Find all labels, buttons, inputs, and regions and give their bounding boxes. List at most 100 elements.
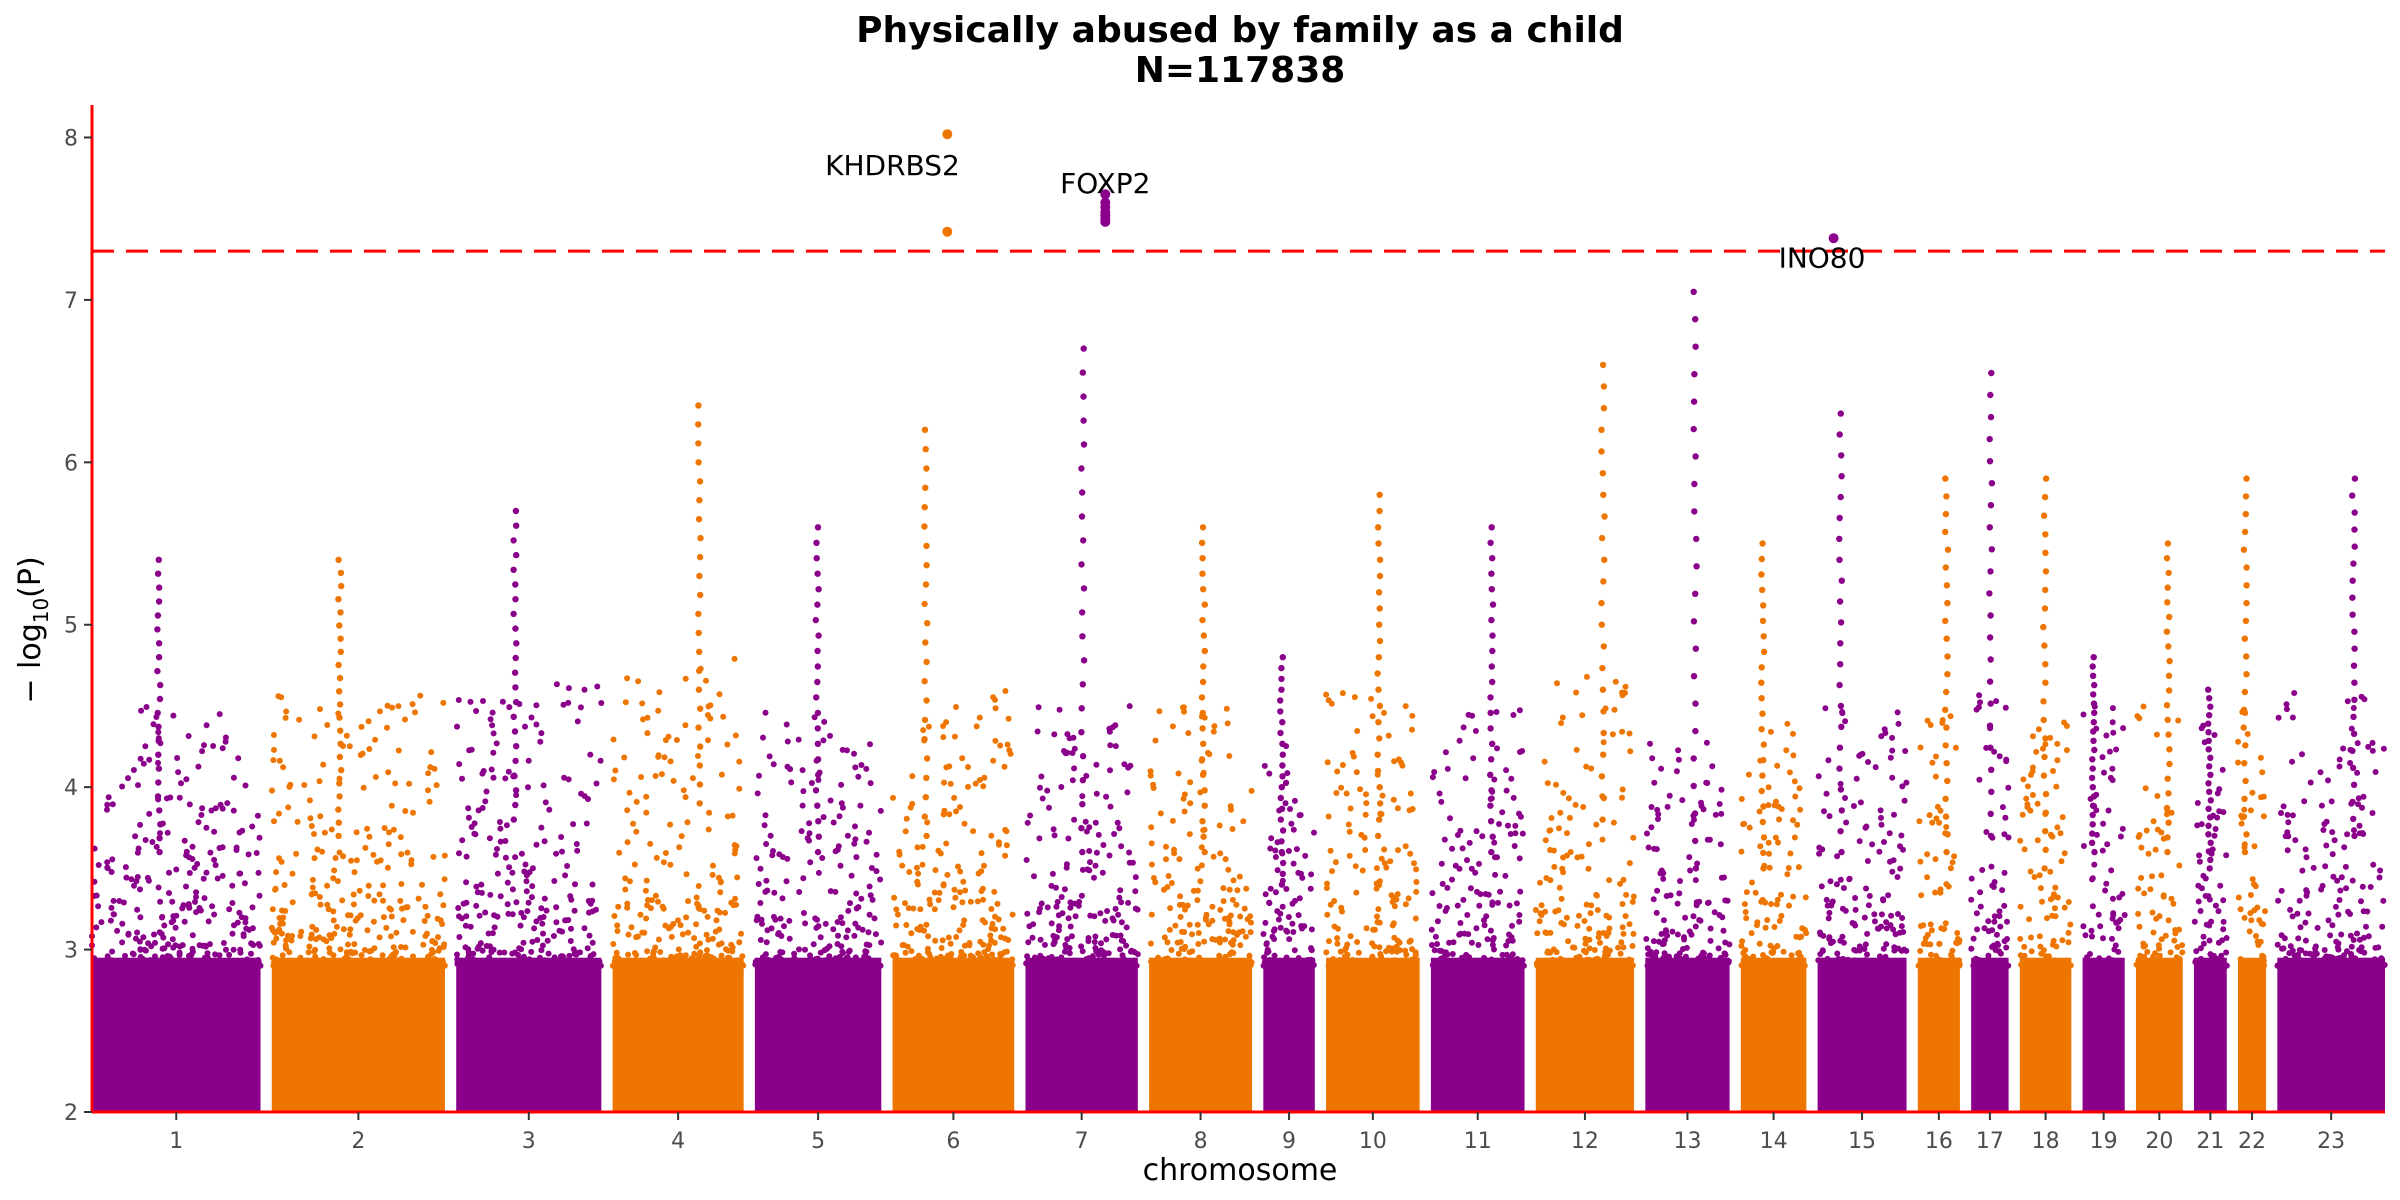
snp-point [1391,758,1398,765]
chromosome-10-points [1323,491,1420,1112]
snp-point [1327,901,1334,908]
snp-point [656,961,663,968]
snp-point [1760,865,1767,872]
snp-point [2109,935,2115,942]
snp-point [1506,902,1513,909]
snp-point [490,730,497,737]
snp-point [412,709,418,716]
snp-point [1186,921,1193,928]
snp-point [2005,784,2012,791]
snp-point [1237,942,1244,949]
snp-point [650,956,657,962]
snp-point [1645,951,1652,958]
snp-point [1547,827,1554,834]
snp-point [157,821,164,828]
snp-point [1836,535,1843,543]
snp-point [1000,962,1007,969]
snp-point [1385,944,1392,951]
snp-point [1558,895,1565,902]
snp-point [844,959,850,965]
snp-point [1447,815,1453,822]
snp-point [2165,731,2172,738]
snp-point [622,886,629,893]
snp-point [1287,806,1293,812]
snp-point [628,962,635,969]
snp-point [1285,848,1292,854]
snp-point [1838,962,1845,969]
snp-point [695,629,702,637]
snp-point [406,780,413,787]
snp-point [2207,839,2214,846]
snp-point [131,882,137,889]
snp-point [1988,766,1995,773]
snp-point [156,848,163,856]
snp-point [285,804,292,811]
snp-point [239,961,245,968]
snp-point [437,891,444,898]
snp-point [1599,470,1607,477]
snp-point [146,810,153,817]
snp-point [1438,860,1445,867]
snp-point [2369,739,2376,746]
snp-point [1039,795,1046,802]
snp-point [337,946,344,953]
snp-point [675,946,682,953]
snp-point [1823,896,1830,903]
snp-point [2120,725,2127,732]
snp-point [397,897,404,904]
snp-point [1606,947,1613,954]
snp-point [570,946,577,953]
snp-point [2141,890,2148,897]
snp-point [1431,947,1438,954]
snp-point [1488,848,1495,856]
snp-point [551,878,558,884]
snp-point [1044,962,1051,969]
snp-point [1704,780,1711,786]
snp-point [1692,316,1699,323]
snp-point [1775,839,1781,846]
snp-point [1600,383,1608,390]
snp-point [1738,848,1745,855]
snp-point [1413,866,1420,873]
snp-point [718,940,725,947]
chromosome-14-dense-band [1740,957,1807,1112]
snp-point [1718,874,1725,881]
snp-point [614,928,621,934]
snp-point [1198,862,1205,869]
snp-point [1079,848,1086,856]
snp-point [2345,962,2351,969]
snp-point [1619,728,1626,735]
snp-point [1104,962,1111,969]
snp-point [2348,943,2355,950]
snp-point [565,699,572,706]
snp-point [1947,713,1954,720]
snp-point [1080,585,1088,592]
snp-point [908,930,915,937]
snp-point [1974,926,1981,933]
snp-point [1890,857,1897,864]
snp-point [1346,852,1353,859]
snp-point [1067,923,1074,930]
snp-point [208,807,215,814]
snp-point [222,738,229,745]
snp-point [1620,944,1627,951]
snp-point [583,820,590,827]
snp-point [1791,778,1798,785]
snp-point [1658,765,1665,772]
snp-point [2278,810,2284,816]
snp-point [137,886,143,893]
snp-point [1344,951,1351,958]
snp-point [779,895,786,902]
snp-point [1784,720,1791,727]
snp-point [2240,813,2248,820]
snp-point [513,522,520,529]
snp-point [142,837,149,843]
snp-point [2321,947,2328,953]
snp-point [992,705,999,712]
snp-point [1922,935,1929,941]
snp-point [1385,960,1392,967]
snp-point [346,743,353,750]
snp-point [913,864,920,871]
snp-point [1091,874,1097,881]
snp-point [1821,808,1827,815]
